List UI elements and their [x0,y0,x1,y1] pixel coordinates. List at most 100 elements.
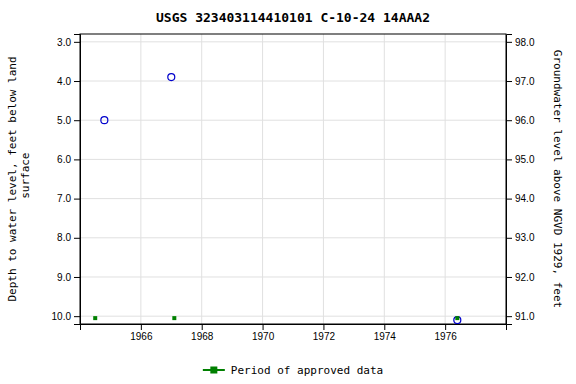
tick: 97.0 [506,76,535,87]
grid-line-y [80,81,506,82]
tick-mark [74,316,80,317]
grid-line-x [323,34,324,324]
tick-label: 94.0 [515,193,535,204]
series [93,316,459,320]
tick-mark [506,199,512,200]
tick: 96.0 [506,115,535,126]
marks [93,74,461,324]
tick-label: 93.0 [515,232,535,243]
tick-mark [74,120,80,121]
tick-mark [263,324,264,330]
square-marker [455,316,459,320]
tick: 92.0 [506,272,535,283]
square-marker [93,316,97,320]
y2-axis-title: Groundwater level above NGVD 1929, feet [551,50,564,308]
tick-mark [74,42,80,43]
tick-mark [74,159,80,160]
tick: 91.0 [506,311,535,322]
grid-line-y [80,41,506,42]
y-axis: 3.0 4.0 5.0 6.0 7.0 8.0 9.0 10.0 [52,35,81,325]
tick: 1966 [130,324,153,342]
tick: 93.0 [506,232,535,243]
y-axis-line [74,35,81,325]
legend: Period of approved data [203,364,383,377]
tick-label: 95.0 [515,154,535,165]
tick: 5.0 [57,115,80,126]
tick-mark [506,120,512,121]
tick-label: 96.0 [515,115,535,126]
tick-label: 97.0 [515,76,535,87]
tick-mark [506,81,512,82]
tick-label: 5.0 [57,115,71,126]
tick-label: 10.0 [52,311,72,322]
circle-marker [454,317,461,324]
y-axis-title-line: Depth to water level, feet below land [6,56,19,301]
tick: 3.0 [57,37,80,48]
y-axis-title: Depth to water level, feet below land su… [6,56,32,301]
y2-axis: 98.0 97.0 96.0 95.0 94.0 93.0 92.0 91.0 [506,35,535,325]
title: USGS 323403114410101 C-10-24 14AAA2 [156,10,430,25]
tick-mark [202,324,203,330]
tick: 9.0 [57,272,80,283]
legend-label: Period of approved data [231,364,383,377]
series [101,74,461,324]
circle-marker [101,117,108,124]
plot: 1966 1968 1970 1972 1974 1976 3.0 4.0 5.0 6.0 7.0 8… [52,34,535,342]
tick-label: 1966 [130,331,153,342]
tick-mark [74,238,80,239]
grid-line-x [262,34,263,324]
tick-mark [506,42,512,43]
tick-mark [506,238,512,239]
tick-label: 1968 [191,331,214,342]
grid-line-x [201,34,202,324]
tick-label: 1970 [252,331,275,342]
grid-line-y [80,276,506,277]
grid-line-x [140,34,141,324]
tick: 6.0 [57,154,80,165]
tick: 7.0 [57,193,80,204]
tick-label: 1972 [313,331,336,342]
tick: 95.0 [506,154,535,165]
grid-line-y [80,120,506,121]
tick-label: 1974 [374,331,397,342]
tick-mark [506,316,512,317]
grid-line-y [80,237,506,238]
grid-line-x [445,34,446,324]
tick-label: 4.0 [57,76,71,87]
tick-label: 98.0 [515,37,535,48]
tick-mark [74,81,80,82]
tick: 10.0 [52,311,80,322]
grid-line-y [80,198,506,199]
tick-mark [506,277,512,278]
tick: 1968 [191,324,214,342]
tick-label: 8.0 [57,232,71,243]
tick: 98.0 [506,37,535,48]
tick: 94.0 [506,193,535,204]
x-axis-line [81,325,507,331]
plot-frame [80,34,506,324]
tick: 1974 [374,324,397,342]
grid [80,34,506,324]
y2-axis-line [507,35,513,325]
legend-marker [210,367,217,374]
tick: 1976 [435,324,458,342]
tick-label: 9.0 [57,272,71,283]
grid-line-y [80,159,506,160]
tick-mark [506,159,512,160]
square-marker [172,316,176,320]
grid-line-y [80,316,506,317]
legend-item: Period of approved data [203,364,383,377]
tick-label: 6.0 [57,154,71,165]
tick-label: 91.0 [515,311,535,322]
tick-mark [74,199,80,200]
grid-line-x [384,34,385,324]
tick-mark [323,324,324,330]
y-axis-title-line: surface [19,153,32,206]
tick: 4.0 [57,76,80,87]
tick: 8.0 [57,232,80,243]
tick: 1972 [313,324,336,342]
tick-label: 1976 [435,331,458,342]
tick-mark [384,324,385,330]
x-axis: 1966 1968 1970 1972 1974 1976 [81,324,507,342]
chart: 1966 1968 1970 1972 1974 1976 3.0 4.0 5.0 6.0 7.0 8… [0,0,576,384]
